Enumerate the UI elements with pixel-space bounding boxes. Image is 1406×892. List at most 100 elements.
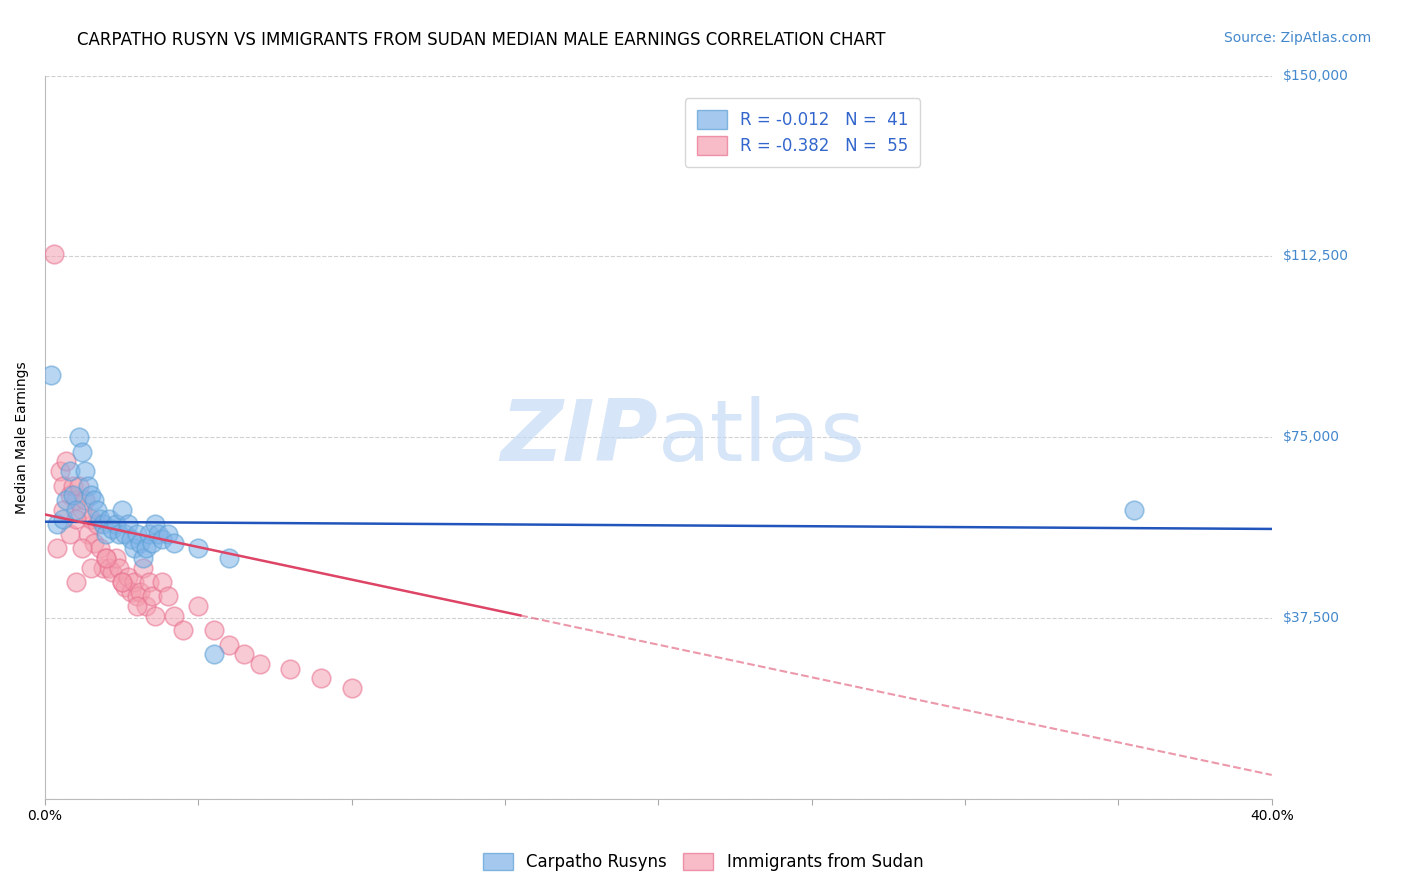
Point: [46, 517, 69, 532]
Point: [187, 541, 209, 556]
Point: [138, 574, 160, 589]
Point: [80, 512, 103, 526]
Point: [49, 464, 72, 478]
Legend: Carpatho Rusyns, Immigrants from Sudan: Carpatho Rusyns, Immigrants from Sudan: [474, 845, 932, 880]
Point: [163, 608, 186, 623]
Point: [233, 648, 256, 662]
Point: [70, 541, 93, 556]
Point: [135, 541, 157, 556]
Point: [129, 536, 152, 550]
Point: [114, 580, 136, 594]
Point: [58, 526, 80, 541]
Point: [163, 536, 186, 550]
Point: [107, 560, 129, 574]
Point: [52, 502, 75, 516]
Point: [111, 574, 134, 589]
Text: $75,000: $75,000: [1282, 430, 1340, 444]
Point: [65, 574, 87, 589]
Point: [132, 560, 155, 574]
Point: [70, 444, 93, 458]
Y-axis label: Median Male Earnings: Median Male Earnings: [15, 361, 30, 514]
Point: [278, 662, 301, 676]
Point: [80, 488, 103, 502]
Point: [138, 526, 160, 541]
Point: [172, 624, 194, 638]
Point: [122, 541, 145, 556]
Point: [111, 574, 134, 589]
Point: [150, 574, 173, 589]
Point: [89, 512, 111, 526]
Text: $150,000: $150,000: [1282, 69, 1348, 83]
Point: [62, 478, 84, 492]
Point: [62, 488, 84, 502]
Text: $112,500: $112,500: [1282, 250, 1348, 263]
Point: [65, 512, 87, 526]
Point: [125, 590, 148, 604]
Point: [96, 526, 118, 541]
Point: [145, 517, 167, 532]
Point: [340, 681, 363, 695]
Point: [55, 454, 77, 468]
Point: [89, 541, 111, 556]
Point: [156, 526, 179, 541]
Point: [55, 493, 77, 508]
Point: [114, 526, 136, 541]
Point: [104, 550, 127, 565]
Point: [80, 560, 103, 574]
Point: [187, 599, 209, 614]
Point: [120, 584, 142, 599]
Point: [65, 493, 87, 508]
Point: [150, 532, 173, 546]
Text: Source: ZipAtlas.com: Source: ZipAtlas.com: [1223, 31, 1371, 45]
Point: [83, 536, 105, 550]
Point: [117, 570, 139, 584]
Point: [67, 430, 90, 444]
Point: [67, 478, 90, 492]
Point: [65, 502, 87, 516]
Point: [96, 550, 118, 565]
Point: [135, 599, 157, 614]
Point: [129, 584, 152, 599]
Point: [98, 560, 121, 574]
Point: [202, 648, 225, 662]
Point: [96, 550, 118, 565]
Point: [44, 247, 66, 261]
Point: [122, 574, 145, 589]
Point: [120, 532, 142, 546]
Point: [58, 464, 80, 478]
Point: [309, 672, 332, 686]
Point: [39, 368, 62, 382]
Point: [46, 541, 69, 556]
Point: [125, 599, 148, 614]
Text: atlas: atlas: [658, 396, 866, 479]
Point: [132, 550, 155, 565]
Point: [91, 560, 114, 574]
Point: [86, 502, 108, 516]
Point: [52, 512, 75, 526]
Point: [73, 464, 96, 478]
Point: [70, 502, 93, 516]
Point: [91, 517, 114, 532]
Point: [145, 608, 167, 623]
Point: [141, 536, 163, 550]
Text: ZIP: ZIP: [501, 396, 658, 479]
Point: [58, 488, 80, 502]
Point: [117, 517, 139, 532]
Point: [141, 590, 163, 604]
Point: [156, 590, 179, 604]
Point: [218, 638, 240, 652]
Legend: R = -0.012   N =  41, R = -0.382   N =  55: R = -0.012 N = 41, R = -0.382 N = 55: [685, 98, 920, 167]
Point: [249, 657, 271, 671]
Point: [83, 493, 105, 508]
Point: [218, 550, 240, 565]
Point: [104, 517, 127, 532]
Point: [107, 526, 129, 541]
Point: [101, 566, 124, 580]
Point: [125, 526, 148, 541]
Point: [101, 522, 124, 536]
Text: CARPATHO RUSYN VS IMMIGRANTS FROM SUDAN MEDIAN MALE EARNINGS CORRELATION CHART: CARPATHO RUSYN VS IMMIGRANTS FROM SUDAN …: [77, 31, 886, 49]
Point: [1122, 502, 1144, 516]
Point: [86, 517, 108, 532]
Point: [73, 493, 96, 508]
Point: [202, 624, 225, 638]
